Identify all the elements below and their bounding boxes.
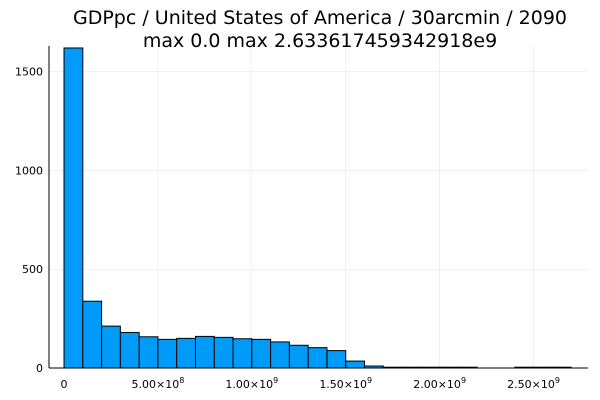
- grid-lines: [49, 46, 588, 369]
- histogram-bar-1: [82, 300, 103, 369]
- histogram-bar-12: [288, 344, 309, 369]
- histogram-bar-11: [270, 341, 290, 369]
- histogram-bar-3: [119, 331, 140, 369]
- y-tick-label-1: 500: [22, 263, 43, 276]
- x-tick-label-5: 2.50×109: [507, 376, 560, 391]
- y-tick-label-0: 0: [36, 362, 43, 375]
- x-tick-labels: 0 5.00×108 1.00×109 1.50×109 2.00×109 2.50×10…: [61, 376, 560, 391]
- histogram-bar-2: [101, 325, 121, 369]
- y-tick-label-2: 1000: [15, 164, 43, 177]
- histogram-bar-8: [213, 336, 234, 369]
- x-tick-label-3: 1.50×109: [319, 376, 372, 391]
- histogram-bars: [63, 47, 572, 369]
- y-tick-labels: 0 500 1000 1500: [15, 66, 43, 375]
- histogram-bar-5: [157, 338, 178, 369]
- histogram-bar-9: [232, 338, 253, 369]
- histogram-bar-0: [63, 47, 84, 369]
- chart-title: GDPpc / United States of America / 30arc…: [73, 7, 567, 29]
- x-tick-label-4: 2.00×109: [413, 376, 466, 391]
- x-tick-label-1: 5.00×108: [132, 376, 185, 391]
- histogram-bar-14: [326, 350, 347, 369]
- chart-subtitle: max 0.0 max 2.633617459342918e9: [143, 30, 497, 52]
- histogram-bar-10: [251, 338, 272, 369]
- histogram-bar-7: [194, 335, 215, 369]
- y-tick-label-3: 1500: [15, 66, 43, 79]
- histogram-bar-15: [345, 360, 366, 369]
- x-tick-label-2: 1.00×109: [225, 376, 278, 391]
- histogram-bar-13: [307, 347, 328, 369]
- histogram-bar-6: [176, 337, 196, 369]
- x-tick-label-0: 0: [61, 378, 68, 391]
- histogram-bar-4: [138, 336, 159, 369]
